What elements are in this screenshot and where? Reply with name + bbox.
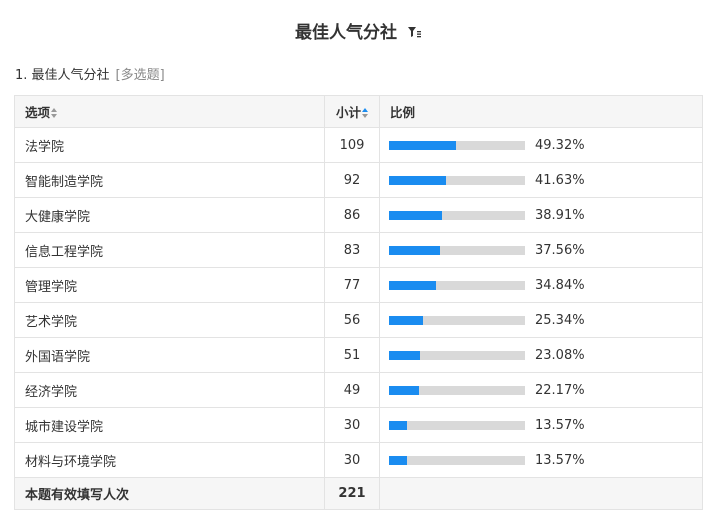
header-option[interactable]: 选项 [14,95,325,128]
row-count: 109 [324,127,380,163]
progress-bar [389,175,525,185]
progress-bar-fill [389,140,457,150]
progress-bar-fill [389,315,424,325]
progress-bar-fill [389,420,408,430]
progress-bar [389,385,525,395]
progress-bar-fill [389,280,437,290]
row-percent: 34.84% [535,277,585,293]
filter-icon[interactable] [407,25,421,39]
row-count: 30 [324,442,380,478]
row-option: 智能制造学院 [14,162,325,198]
row-percent: 25.34% [535,312,585,328]
row-percent: 49.32% [535,137,585,153]
progress-bar-fill [389,245,441,255]
header-ratio-label: 比例 [390,105,416,120]
row-count: 51 [324,337,380,373]
row-option: 艺术学院 [14,302,325,338]
row-ratio: 41.63% [379,162,703,198]
progress-bar [389,140,525,150]
row-ratio: 22.17% [379,372,703,408]
table-row: 艺术学院 56 25.34% [14,302,703,338]
progress-bar-fill [389,210,442,220]
title-text: 最佳人气分社 [295,23,398,43]
row-option: 材料与环境学院 [14,442,325,478]
table-header-row: 选项 小计 比例 [14,95,703,128]
results-table: 选项 小计 比例 法学院 109 49.32% 智能制造学院 92 41.63% 大健康学院… [14,95,703,510]
question-heading: 1. 最佳人气分社 [多选题] [15,66,165,86]
row-count: 92 [324,162,380,198]
progress-bar [389,455,525,465]
table-row: 大健康学院 86 38.91% [14,197,703,233]
progress-bar [389,280,525,290]
table-row: 智能制造学院 92 41.63% [14,162,703,198]
sort-icon[interactable] [362,108,368,118]
header-option-label: 选项 [25,105,51,120]
progress-bar [389,350,525,360]
total-label: 本题有效填写人次 [14,477,325,510]
row-count: 86 [324,197,380,233]
row-option: 经济学院 [14,372,325,408]
table-row: 信息工程学院 83 37.56% [14,232,703,268]
row-count: 30 [324,407,380,443]
progress-bar-fill [389,385,420,395]
progress-bar [389,210,525,220]
progress-bar-fill [389,455,408,465]
row-option: 外国语学院 [14,337,325,373]
total-empty-cell [379,477,703,510]
row-option: 信息工程学院 [14,232,325,268]
header-count[interactable]: 小计 [324,95,380,128]
row-percent: 23.08% [535,347,585,363]
total-count: 221 [324,477,380,510]
row-ratio: 38.91% [379,197,703,233]
row-ratio: 25.34% [379,302,703,338]
table-row: 法学院 109 49.32% [14,127,703,163]
progress-bar-fill [389,350,421,360]
header-ratio: 比例 [379,95,703,128]
header-count-label: 小计 [335,105,361,120]
table-row: 外国语学院 51 23.08% [14,337,703,373]
row-percent: 13.57% [535,452,585,468]
row-option: 城市建设学院 [14,407,325,443]
row-count: 49 [324,372,380,408]
row-ratio: 49.32% [379,127,703,163]
progress-bar-fill [389,175,446,185]
page-title: 最佳人气分社 [0,20,716,46]
row-option: 法学院 [14,127,325,163]
question-type-tag: [多选题] [115,68,165,83]
row-option: 管理学院 [14,267,325,303]
sort-icon[interactable] [51,108,58,118]
row-percent: 37.56% [535,242,585,258]
row-ratio: 23.08% [379,337,703,373]
row-percent: 38.91% [535,207,585,223]
row-ratio: 13.57% [379,407,703,443]
row-ratio: 13.57% [379,442,703,478]
total-row: 本题有效填写人次 221 [14,477,703,510]
table-row: 管理学院 77 34.84% [14,267,703,303]
row-ratio: 34.84% [379,267,703,303]
row-percent: 13.57% [535,417,585,433]
row-percent: 41.63% [535,172,585,188]
table-row: 材料与环境学院 30 13.57% [14,442,703,478]
row-percent: 22.17% [535,382,585,398]
progress-bar [389,245,525,255]
progress-bar [389,315,525,325]
row-option: 大健康学院 [14,197,325,233]
row-count: 56 [324,302,380,338]
table-row: 经济学院 49 22.17% [14,372,703,408]
table-row: 城市建设学院 30 13.57% [14,407,703,443]
row-ratio: 37.56% [379,232,703,268]
question-label: 1. 最佳人气分社 [15,68,110,83]
progress-bar [389,420,525,430]
row-count: 77 [324,267,380,303]
row-count: 83 [324,232,380,268]
